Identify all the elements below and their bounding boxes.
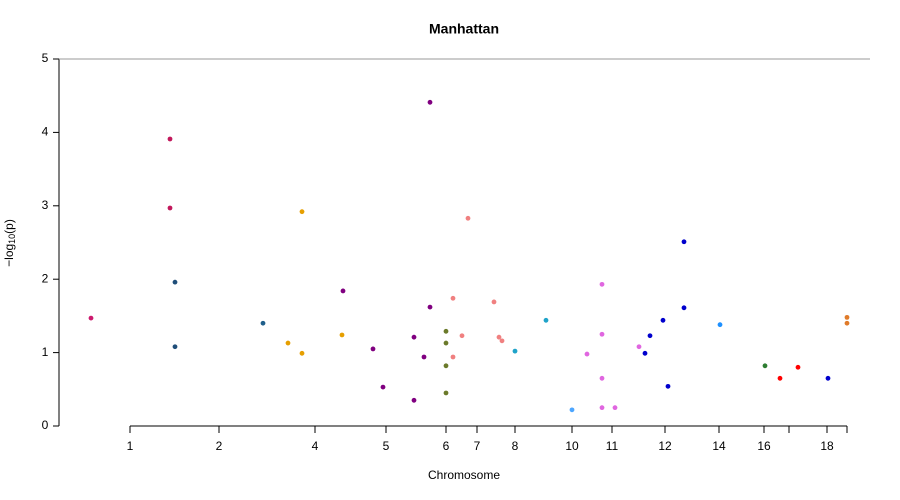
y-tick-label: 0	[42, 418, 49, 432]
x-tick-label: 5	[383, 439, 390, 453]
x-tick-label: 2	[216, 439, 223, 453]
point	[512, 348, 518, 354]
point	[411, 334, 417, 340]
point	[612, 405, 618, 411]
point	[427, 99, 433, 105]
point	[844, 320, 850, 326]
point	[443, 390, 449, 396]
point	[599, 331, 605, 337]
x-tick-label: 8	[512, 439, 519, 453]
point	[450, 295, 456, 301]
point	[584, 351, 590, 357]
point	[496, 334, 502, 340]
x-tick-label: 4	[312, 439, 319, 453]
point	[299, 209, 305, 215]
point	[569, 407, 575, 413]
x-tick-label: 6	[443, 439, 450, 453]
point	[299, 350, 305, 356]
y-tick-label: 4	[42, 125, 49, 139]
point	[172, 344, 178, 350]
x-tick-label: 10	[565, 439, 579, 453]
point	[681, 305, 687, 311]
point	[825, 375, 831, 381]
point	[491, 299, 497, 305]
x-axis-label: Chromosome	[428, 468, 500, 482]
point	[167, 205, 173, 211]
y-tick-label: 5	[42, 51, 49, 65]
point	[285, 340, 291, 346]
point	[443, 328, 449, 334]
point	[459, 333, 465, 339]
point	[647, 333, 653, 339]
y-label-sub: 10	[7, 234, 17, 244]
x-tick-label: 7	[474, 439, 481, 453]
y-label-part: −log	[2, 244, 16, 267]
chart-title: Manhattan	[429, 21, 499, 37]
point	[167, 136, 173, 142]
point	[443, 340, 449, 346]
point	[665, 383, 671, 389]
point	[465, 215, 471, 221]
point	[340, 288, 346, 294]
point	[370, 346, 376, 352]
x-tick-label: 12	[658, 439, 672, 453]
x-tick-label: 1	[127, 439, 134, 453]
point	[642, 350, 648, 356]
point	[660, 317, 666, 323]
point	[717, 322, 723, 328]
x-tick-label: 16	[757, 439, 771, 453]
point	[844, 314, 850, 320]
point	[339, 332, 345, 338]
y-tick-label: 2	[42, 271, 49, 285]
point	[427, 304, 433, 310]
y-tick-label: 3	[42, 198, 49, 212]
point	[599, 405, 605, 411]
point	[172, 279, 178, 285]
point	[795, 364, 801, 370]
y-label-part: (p)	[2, 219, 16, 234]
point	[599, 281, 605, 287]
point	[450, 354, 456, 360]
x-tick-label: 18	[820, 439, 834, 453]
point	[599, 375, 605, 381]
x-tick-label: 11	[606, 439, 619, 453]
point	[411, 397, 417, 403]
point	[443, 363, 449, 369]
point	[380, 384, 386, 390]
point	[543, 317, 549, 323]
y-axis-label: −log10(p)	[2, 219, 17, 267]
point	[499, 338, 505, 344]
point	[260, 320, 266, 326]
point	[88, 315, 94, 321]
x-tick-label: 14	[712, 439, 726, 453]
point	[681, 239, 687, 245]
point	[421, 354, 427, 360]
point	[636, 344, 642, 350]
point	[762, 363, 768, 369]
point	[777, 375, 783, 381]
y-tick-label: 1	[42, 345, 49, 359]
